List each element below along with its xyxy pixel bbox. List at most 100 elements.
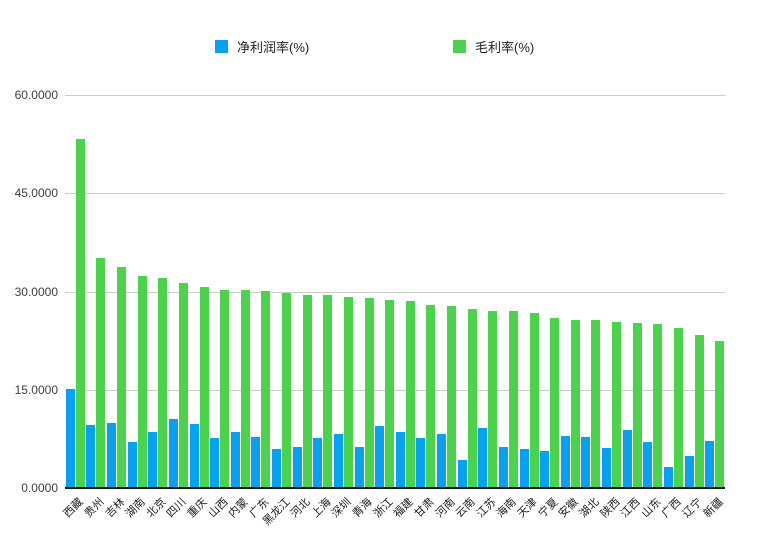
bar-净利润率(%)-海南 (498, 446, 508, 488)
bar-净利润率(%)-山东 (643, 441, 653, 488)
bar-毛利率(%)-海南 (508, 311, 518, 488)
gridline (65, 389, 725, 391)
bar-净利润率(%)-福建 (395, 432, 405, 488)
bar-毛利率(%)-北京 (158, 278, 168, 488)
bar-group-广东 (251, 95, 271, 488)
bar-毛利率(%)-新疆 (715, 340, 725, 488)
bar-净利润率(%)-安徽 (560, 436, 570, 488)
bar-毛利率(%)-江苏 (488, 310, 498, 488)
bar-毛利率(%)-贵州 (96, 258, 106, 488)
legend-item-net-profit-margin[interactable]: 净利润率(%) (215, 38, 310, 55)
bar-毛利率(%)-宁夏 (550, 317, 560, 488)
bar-group-海南 (498, 95, 518, 488)
bar-净利润率(%)-天津 (519, 449, 529, 488)
bar-净利润率(%)-北京 (148, 431, 158, 488)
x-axis-category-labels: 西藏 贵州 吉林 湖南 北京 四川 重庆 山西 内蒙 广东 黑龙江 河北 上海 深圳 青海 浙江 福建 甘肃 河南云… (62, 492, 725, 540)
bar-毛利率(%)-江西 (632, 322, 642, 488)
bar-毛利率(%)-河南 (447, 305, 457, 488)
bar-净利润率(%)-广东 (251, 436, 261, 488)
bar-毛利率(%)-山东 (653, 324, 663, 488)
legend-item-gross-margin[interactable]: 毛利率(%) (453, 38, 535, 55)
bar-毛利率(%)-四川 (178, 283, 188, 488)
bar-净利润率(%)-广西 (663, 467, 673, 488)
bar-毛利率(%)-云南 (467, 308, 477, 488)
bar-group-山东 (643, 95, 663, 488)
bar-毛利率(%)-西藏 (75, 138, 85, 488)
bar-group-宁夏 (540, 95, 560, 488)
bar-group-天津 (519, 95, 539, 488)
bar-净利润率(%)-辽宁 (684, 455, 694, 488)
bar-group-陕西 (602, 95, 622, 488)
bar-净利润率(%)-河北 (292, 446, 302, 488)
bar-毛利率(%)-浙江 (385, 300, 395, 488)
bar-净利润率(%)-湖北 (581, 436, 591, 488)
plot-area (65, 95, 725, 489)
bar-group-辽宁 (684, 95, 704, 488)
bar-净利润率(%)-重庆 (189, 423, 199, 488)
bar-毛利率(%)-吉林 (117, 266, 127, 488)
y-tick-label: 15.0000 (14, 382, 58, 397)
bar-group-河南 (437, 95, 457, 488)
bar-group-西藏 (65, 95, 85, 488)
bar-毛利率(%)-福建 (405, 301, 415, 488)
bar-group-广西 (663, 95, 683, 488)
bar-净利润率(%)-甘肃 (416, 437, 426, 488)
bar-毛利率(%)-河北 (302, 294, 312, 488)
bar-净利润率(%)-湖南 (127, 442, 137, 488)
bar-group-内蒙 (230, 95, 250, 488)
bar-毛利率(%)-辽宁 (694, 335, 704, 488)
bar-毛利率(%)-安徽 (570, 320, 580, 488)
y-tick-label: 45.0000 (14, 186, 58, 201)
bar-净利润率(%)-贵州 (86, 425, 96, 488)
bar-group-河北 (292, 95, 312, 488)
bar-净利润率(%)-四川 (168, 418, 178, 488)
bar-毛利率(%)-青海 (364, 298, 374, 488)
bar-group-安徽 (560, 95, 580, 488)
bar-group-新疆 (705, 95, 725, 488)
bar-毛利率(%)-黑龙江 (282, 293, 292, 488)
bar-净利润率(%)-内蒙 (230, 431, 240, 488)
legend-label-gross-margin: 毛利率(%) (475, 39, 535, 55)
gross-margin-swatch-icon (453, 39, 466, 53)
bar-净利润率(%)-浙江 (375, 426, 385, 488)
gridline (65, 95, 725, 96)
bar-group-青海 (354, 95, 374, 488)
bar-净利润率(%)-新疆 (705, 440, 715, 488)
bar-毛利率(%)-天津 (529, 313, 539, 488)
bar-group-北京 (148, 95, 168, 488)
bar-毛利率(%)-陕西 (612, 322, 622, 488)
bar-净利润率(%)-云南 (457, 459, 467, 488)
bar-毛利率(%)-湖南 (137, 275, 147, 488)
bar-净利润率(%)-上海 (313, 437, 323, 488)
legend-label-net-profit: 净利润率(%) (237, 39, 310, 55)
bar-group-甘肃 (416, 95, 436, 488)
bar-净利润率(%)-河南 (437, 434, 447, 488)
bar-group-浙江 (375, 95, 395, 488)
bar-毛利率(%)-深圳 (343, 296, 353, 488)
bar-毛利率(%)-内蒙 (240, 290, 250, 488)
bar-毛利率(%)-甘肃 (426, 304, 436, 488)
y-tick-label: 30.0000 (14, 284, 58, 299)
bar-净利润率(%)-西藏 (65, 389, 75, 488)
bar-group-湖南 (127, 95, 147, 488)
bar-净利润率(%)-黑龙江 (272, 448, 282, 488)
bar-净利润率(%)-宁夏 (540, 451, 550, 488)
bars-container (65, 95, 725, 488)
bar-group-云南 (457, 95, 477, 488)
bar-group-深圳 (333, 95, 353, 488)
bar-group-江西 (622, 95, 642, 488)
bar-净利润率(%)-青海 (354, 446, 364, 488)
bar-毛利率(%)-山西 (220, 289, 230, 488)
bar-净利润率(%)-江西 (622, 429, 632, 488)
bar-毛利率(%)-湖北 (591, 320, 601, 488)
bar-毛利率(%)-广西 (673, 327, 683, 488)
bar-净利润率(%)-深圳 (333, 433, 343, 488)
bar-毛利率(%)-广东 (261, 290, 271, 488)
y-tick-label: 60.0000 (14, 88, 58, 102)
gridline (65, 291, 725, 293)
bar-净利润率(%)-陕西 (602, 448, 612, 488)
bar-group-江苏 (478, 95, 498, 488)
bar-group-上海 (313, 95, 333, 488)
gridline (65, 193, 725, 195)
